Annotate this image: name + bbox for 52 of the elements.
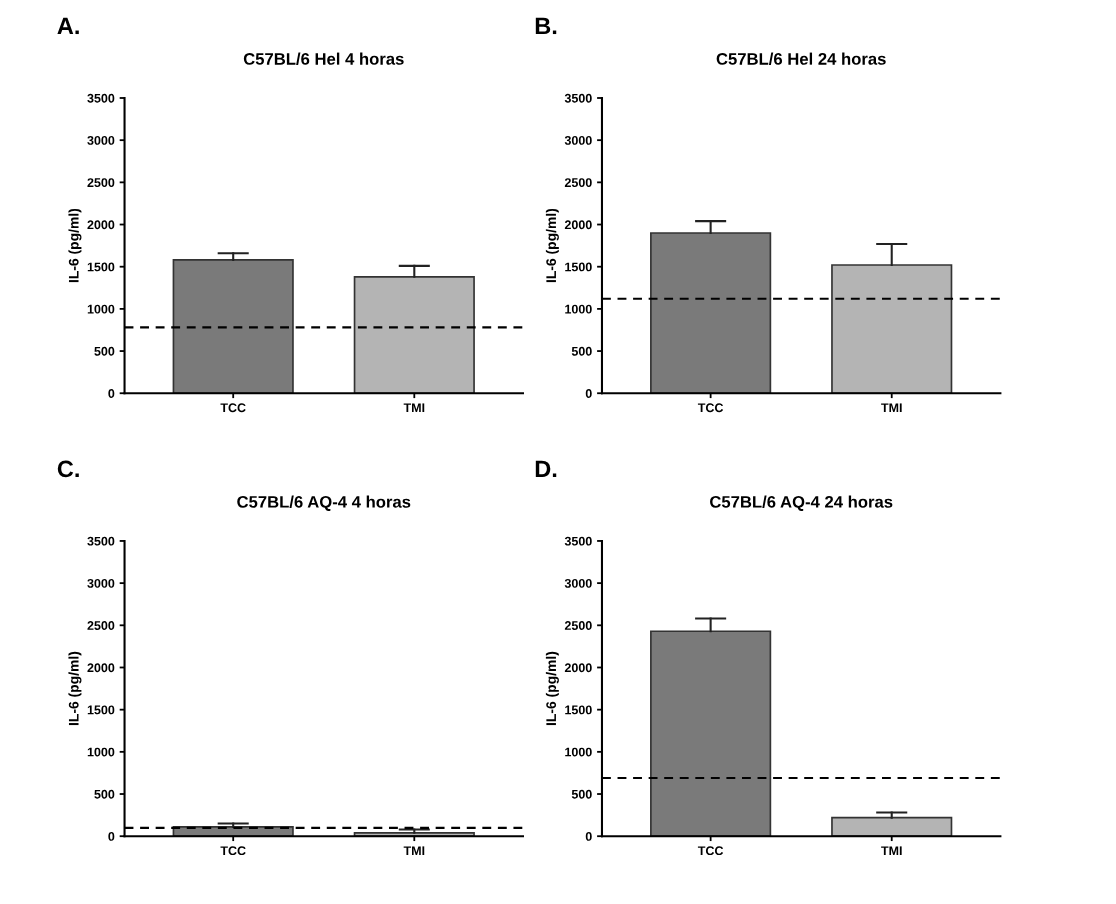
y-axis-title: IL-6 (pg/ml)	[545, 208, 559, 283]
y-tick-label: 3500	[87, 536, 115, 546]
y-tick-label: 1500	[87, 262, 115, 272]
y-tick-label: 3500	[564, 93, 592, 103]
y-tick-label: 2500	[87, 178, 115, 187]
y-tick-label: 500	[571, 789, 592, 799]
y-tick-label: 3500	[564, 536, 592, 546]
text: D.	[535, 460, 557, 478]
y-tick-label: 3000	[87, 135, 115, 145]
y-tick-label: 0	[585, 832, 592, 841]
x-tick-label: TCC	[220, 846, 246, 856]
chart-title: C57BL/6 Hel 24 horas	[716, 52, 886, 65]
y-tick-label: 1500	[565, 705, 592, 715]
y-tick-label: 1000	[87, 747, 115, 757]
chart-title: C57BL/6 AQ-4 4 horas	[237, 495, 411, 511]
y-tick-label: 2500	[564, 621, 592, 630]
y-tick-label: 500	[571, 346, 592, 356]
x-tick-label: TMI	[881, 846, 902, 855]
y-tick-label: 2500	[87, 621, 115, 630]
chart-title: C57BL/6 Hel 4 horas	[243, 52, 404, 65]
y-tick-label: 2000	[87, 220, 115, 230]
chart-title: C57BL/6 AQ-4 24 horas	[710, 495, 893, 511]
y-tick-label: 2000	[87, 663, 115, 673]
x-tick-label: TCC	[697, 846, 724, 856]
text: C.	[57, 460, 79, 478]
x-tick-label: TMI	[881, 403, 902, 413]
y-tick-label: 0	[585, 389, 592, 398]
y-axis-title: IL-6 (pg/ml)	[545, 651, 559, 726]
text: B.	[535, 17, 557, 35]
y-tick-label: 500	[94, 346, 115, 356]
x-tick-label: TCC	[220, 403, 246, 413]
y-tick-label: 1000	[87, 304, 115, 314]
y-tick-label: 2500	[564, 178, 592, 187]
y-tick-label: 0	[108, 389, 115, 398]
y-tick-label: 3000	[87, 578, 115, 588]
y-tick-label: 3000	[564, 135, 592, 145]
y-tick-label: 2000	[564, 220, 592, 230]
y-tick-label: 1000	[565, 304, 592, 314]
y-tick-label: 3000	[564, 578, 592, 588]
y-tick-label: 2000	[564, 663, 592, 673]
y-tick-label: 1500	[565, 262, 592, 272]
y-tick-label: 1000	[565, 747, 592, 757]
y-tick-label: 500	[94, 789, 115, 799]
y-axis-title: IL-6 (pg/ml)	[68, 651, 82, 726]
y-tick-label: 3500	[87, 93, 115, 103]
x-tick-label: TMI	[403, 846, 425, 855]
x-tick-label: TCC	[697, 403, 724, 413]
y-tick-label: 0	[108, 832, 115, 841]
y-axis-title: IL-6 (pg/ml)	[68, 208, 82, 283]
text: A.	[57, 17, 79, 35]
x-tick-label: TMI	[403, 403, 425, 413]
y-tick-label: 1500	[87, 705, 115, 715]
